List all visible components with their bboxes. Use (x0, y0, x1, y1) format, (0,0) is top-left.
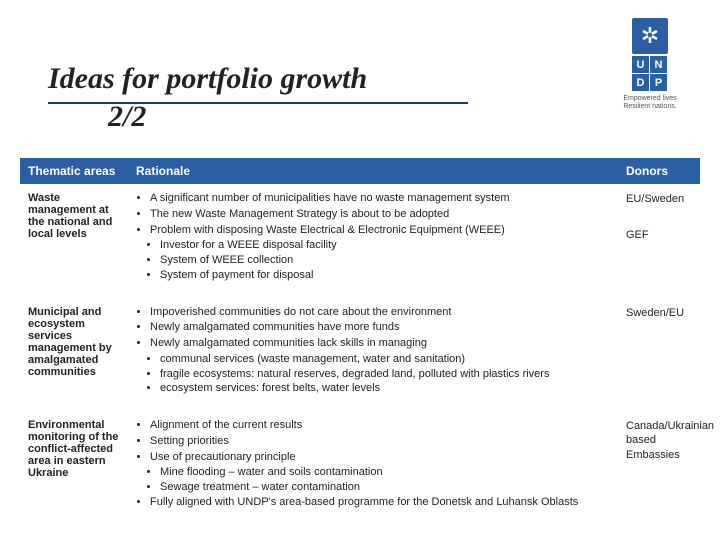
title-underline (48, 102, 468, 104)
rationale-cell: Alignment of the current results Setting… (128, 411, 618, 526)
sub-bullet: System of payment for disposal (160, 269, 610, 283)
bullet: Problem with disposing Waste Electrical … (150, 224, 610, 238)
donor-cell: Canada/Ukrainian based Embassies (618, 411, 700, 526)
donor-b: GEF (626, 228, 692, 242)
bullet: Fully aligned with UNDP's area-based pro… (150, 496, 610, 510)
sub-bullet: fragile ecosystems: natural reserves, de… (160, 368, 610, 382)
theme-cell: Environmental monitoring of the conflict… (20, 411, 128, 526)
donor-cell: EU/Sweden GEF (618, 184, 700, 298)
bullet: Alignment of the current results (150, 419, 610, 433)
logo-tagline-1: Empowered lives (606, 95, 694, 103)
sub-bullet: Sewage treatment – water contamination (160, 481, 610, 495)
un-emblem-icon: ✲ (632, 18, 668, 54)
logo-tagline-2: Resilient nations. (606, 103, 694, 111)
logo-letter: U (632, 56, 649, 73)
table-row: Waste management at the national and loc… (20, 184, 700, 298)
bullet: Newly amalgamated communities lack skill… (150, 337, 610, 351)
donor-cell: Sweden/EU (618, 298, 700, 412)
slide-title: Ideas for portfolio growth 2/2 (48, 60, 528, 135)
theme-cell: Municipal and ecosystem services managem… (20, 298, 128, 412)
sub-bullet: System of WEEE collection (160, 254, 610, 268)
logo-letter: P (650, 74, 667, 91)
bullet: A significant number of municipalities h… (150, 192, 610, 206)
theme-cell: Waste management at the national and loc… (20, 184, 128, 298)
col-header-thematic: Thematic areas (20, 158, 128, 184)
sub-bullet: Mine flooding – water and soils contamin… (160, 466, 610, 480)
donor-a: Canada/Ukrainian based Embassies (626, 419, 692, 462)
bullet: The new Waste Management Strategy is abo… (150, 208, 610, 222)
title-line-1: Ideas for portfolio growth (48, 60, 528, 98)
col-header-rationale: Rationale (128, 158, 618, 184)
rationale-cell: Impoverished communities do not care abo… (128, 298, 618, 412)
sub-bullet: ecosystem services: forest belts, water … (160, 382, 610, 396)
col-header-donors: Donors (618, 158, 700, 184)
donor-a: EU/Sweden (626, 192, 692, 206)
logo-letter: N (650, 56, 667, 73)
donor-a: Sweden/EU (626, 306, 692, 320)
table-row: Environmental monitoring of the conflict… (20, 411, 700, 526)
table-row: Municipal and ecosystem services managem… (20, 298, 700, 412)
undp-wordmark: U N D P (632, 56, 668, 91)
bullet: Newly amalgamated communities have more … (150, 321, 610, 335)
rationale-cell: A significant number of municipalities h… (128, 184, 618, 298)
bullet: Use of precautionary principle (150, 451, 610, 465)
sub-bullet: communal services (waste management, wat… (160, 353, 610, 367)
table-header-row: Thematic areas Rationale Donors (20, 158, 700, 184)
undp-logo: ✲ U N D P Empowered lives Resilient nati… (606, 18, 694, 112)
sub-bullet: Investor for a WEEE disposal facility (160, 239, 610, 253)
logo-letter: D (632, 74, 649, 91)
bullet: Impoverished communities do not care abo… (150, 306, 610, 320)
portfolio-table: Thematic areas Rationale Donors Waste ma… (20, 158, 700, 526)
bullet: Setting priorities (150, 435, 610, 449)
